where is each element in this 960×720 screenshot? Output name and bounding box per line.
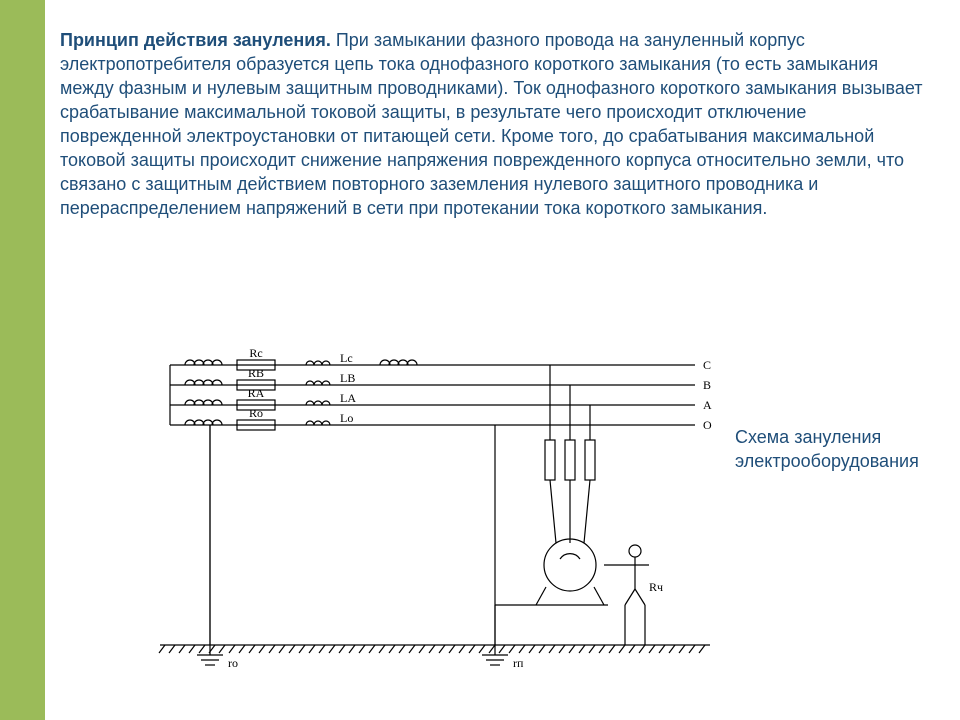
svg-text:LB: LB [340, 371, 355, 385]
svg-text:B: B [703, 378, 711, 392]
paragraph-lead: Принцип действия зануления. [60, 30, 331, 50]
accent-sidebar [0, 0, 45, 720]
svg-text:O: O [703, 418, 712, 432]
svg-text:Lc: Lc [340, 351, 353, 365]
main-paragraph: Принцип действия зануления. При замыкани… [60, 28, 930, 220]
svg-text:Rч: Rч [649, 580, 663, 594]
diagram-caption: Схема зануленияэлектрооборудования [735, 425, 935, 473]
svg-text:Lo: Lo [340, 411, 353, 425]
svg-text:A: A [703, 398, 712, 412]
svg-text:C: C [703, 358, 711, 372]
svg-text:ro: ro [228, 656, 238, 670]
svg-text:RA: RA [248, 386, 265, 400]
svg-text:Rc: Rc [249, 346, 262, 360]
svg-text:rп: rп [513, 656, 524, 670]
svg-text:RB: RB [248, 366, 264, 380]
grounding-schematic: CBAO Rc RB RA Ro Lc LB LA Lo Rч ro rп [155, 345, 715, 695]
svg-text:Ro: Ro [249, 406, 263, 420]
paragraph-body: При замыкании фазного провода на занулен… [60, 30, 923, 218]
svg-text:LA: LA [340, 391, 356, 405]
